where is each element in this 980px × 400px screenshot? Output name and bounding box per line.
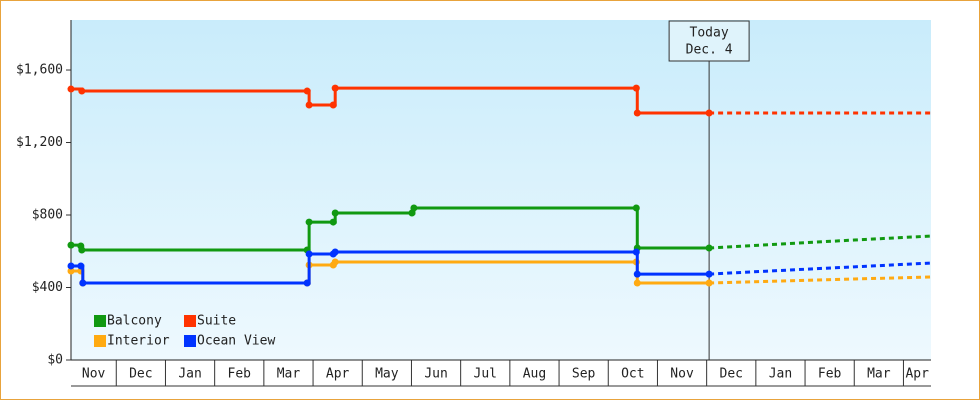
price-point: [705, 279, 713, 287]
price-point: [632, 204, 640, 212]
legend-swatch: [94, 315, 106, 327]
price-point: [67, 241, 75, 249]
x-tick-label: Dec: [129, 367, 152, 382]
price-point: [67, 85, 75, 93]
today-label: Today: [690, 26, 729, 41]
price-point: [305, 250, 313, 258]
y-tick-label: $400: [32, 280, 63, 295]
x-tick-label: Jul: [474, 367, 497, 382]
y-tick-label: $0: [47, 353, 63, 368]
price-point: [77, 262, 85, 270]
legend-label: Suite: [197, 314, 236, 329]
price-point: [705, 244, 713, 252]
forecast-line: [709, 261, 932, 276]
forecast-line: [709, 234, 932, 250]
price-point: [79, 279, 87, 287]
x-tick-label: Mar: [277, 367, 301, 382]
legend-label: Interior: [107, 334, 170, 349]
legend-swatch: [184, 315, 196, 327]
x-tick-label: Feb: [818, 367, 842, 382]
legend-label: Ocean View: [197, 334, 275, 349]
legend-swatch: [184, 335, 196, 347]
price-point: [331, 258, 339, 266]
y-tick-label: $1,200: [16, 135, 63, 150]
x-tick-label: Feb: [228, 367, 252, 382]
price-point: [67, 267, 75, 275]
x-tick-label: Mar: [867, 367, 891, 382]
price-point: [632, 84, 640, 92]
x-tick-label: Jan: [178, 367, 201, 382]
x-tick-label: Dec: [720, 367, 743, 382]
y-tick-label: $800: [32, 208, 63, 223]
x-tick-label: Nov: [670, 367, 694, 382]
x-tick-label: Jun: [424, 367, 447, 382]
forecast-line: [709, 275, 932, 285]
x-tick-label: Oct: [621, 367, 644, 382]
price-point: [633, 270, 641, 278]
price-point: [705, 109, 713, 117]
x-tick-label: Apr: [326, 367, 350, 382]
x-tick-label: Apr: [905, 367, 929, 382]
price-point: [705, 270, 713, 278]
legend-swatch: [94, 335, 106, 347]
price-point: [305, 101, 313, 109]
price-point: [331, 248, 339, 256]
legend-label: Balcony: [107, 314, 162, 329]
today-label: Dec. 4: [686, 43, 733, 58]
price-point: [633, 279, 641, 287]
price-point: [331, 84, 339, 92]
x-tick-label: May: [375, 367, 399, 382]
price-point: [67, 262, 75, 270]
price-point: [305, 218, 313, 226]
price-point: [303, 279, 311, 287]
price-point: [331, 209, 339, 217]
x-tick-label: Nov: [82, 367, 106, 382]
price-point: [78, 87, 86, 95]
x-tick-label: Aug: [523, 367, 546, 382]
x-tick-label: Jan: [769, 367, 792, 382]
price-point: [329, 218, 337, 226]
price-point: [633, 109, 641, 117]
price-point: [410, 204, 418, 212]
price-point: [329, 101, 337, 109]
plot-area: [71, 20, 931, 360]
price-point: [632, 248, 640, 256]
price-point: [78, 246, 86, 254]
price-point: [303, 87, 311, 95]
x-tick-label: Sep: [572, 367, 596, 382]
today-box: [668, 20, 750, 62]
y-tick-label: $1,600: [16, 63, 63, 78]
